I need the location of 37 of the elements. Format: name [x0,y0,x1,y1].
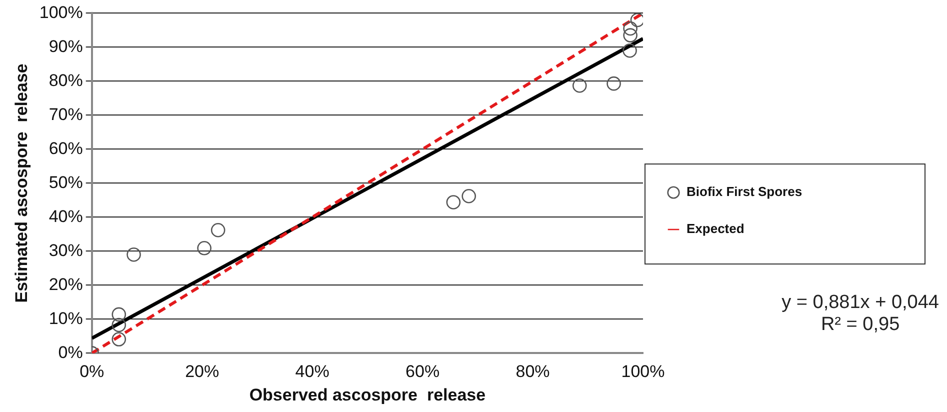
point [572,78,587,93]
y-tick-label: 0% [58,342,83,362]
y-tick-label: 30% [48,240,83,260]
x-tick-label: 20% [185,362,220,382]
point [606,76,621,91]
point [210,222,226,238]
x-axis-title: Observed ascospore release [249,385,486,404]
point [126,247,141,262]
y-tick-label: 100% [39,2,83,22]
y-tick-label: 70% [48,104,83,124]
legend-label: Expected [686,221,744,236]
point [623,28,638,42]
y-tick-label: 80% [48,70,83,90]
point [112,318,126,332]
x-tick-label: 100% [621,362,665,382]
point [112,307,126,322]
x-tick-label: 60% [406,362,440,382]
text: R² = 0,95 [820,314,901,336]
text: y = 0,881x + 0,044 [782,292,939,314]
y-tick-label: 90% [48,36,83,56]
point [630,13,643,28]
y-tick-label: 40% [48,206,83,226]
x-tick-label: 80% [516,362,550,382]
point [112,332,126,346]
x-tick-label: 40% [295,362,330,382]
y-tick-label: 20% [48,274,83,294]
y-tick-label: 60% [48,138,83,158]
point [446,195,461,210]
point [197,240,212,256]
point [622,43,637,58]
y-tick-label: 50% [48,172,83,192]
point [462,188,476,204]
legend-label: Biofix First Spores [686,184,802,200]
y-tick-label: 10% [48,308,83,328]
point [623,21,638,36]
y-axis-title: Estimated ascospore release [12,64,31,303]
x-tick-label: 0% [80,362,104,382]
